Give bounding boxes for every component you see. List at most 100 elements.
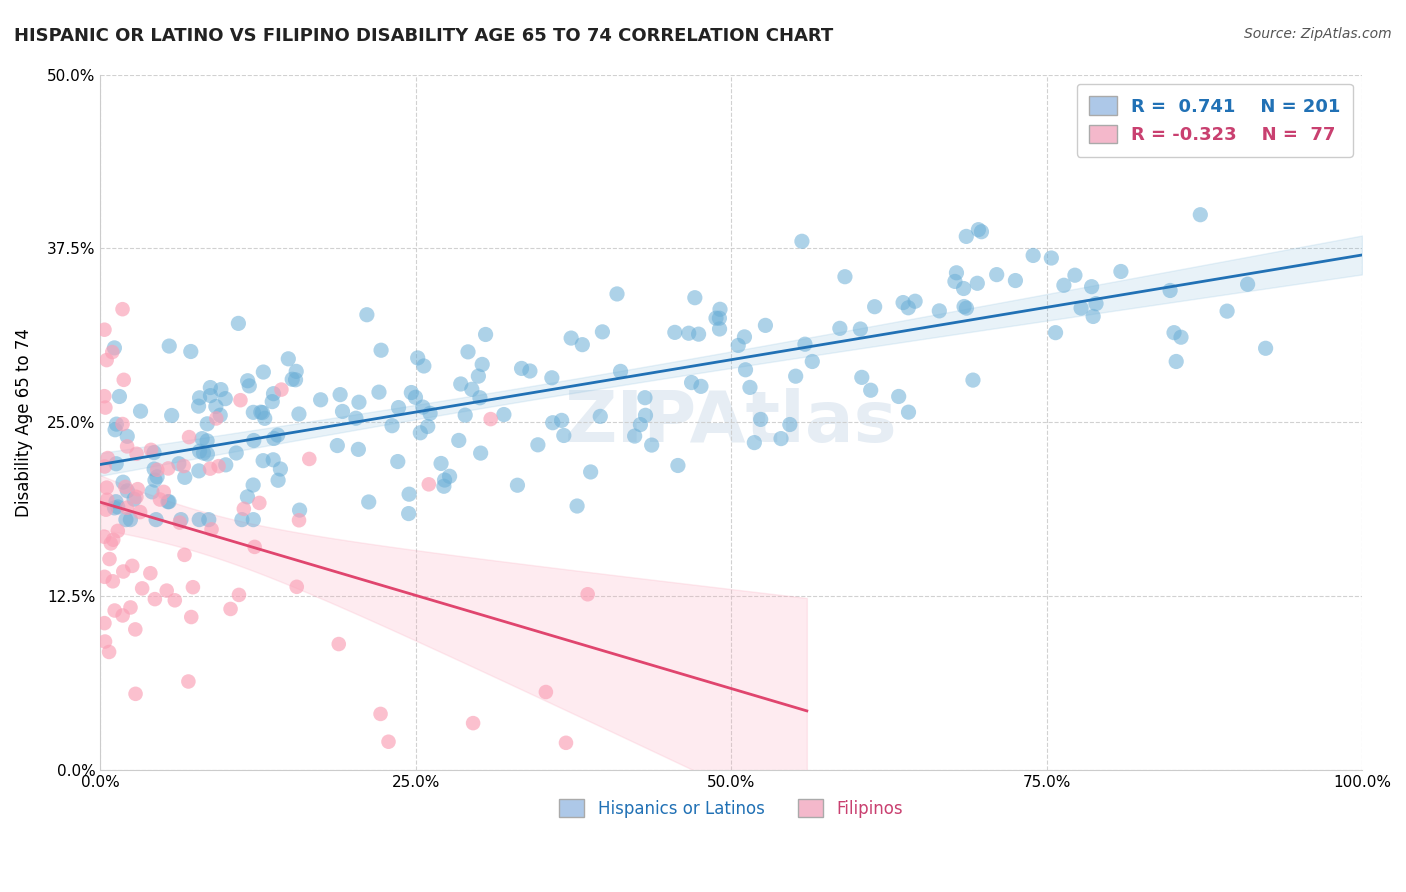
Hispanics or Latinos (412, 400, 434, 414)
Hispanics or Latinos (419, 406, 441, 420)
Text: HISPANIC OR LATINO VS FILIPINO DISABILITY AGE 65 TO 74 CORRELATION CHART: HISPANIC OR LATINO VS FILIPINO DISABILIT… (14, 27, 834, 45)
Hispanics or Latinos (409, 425, 432, 440)
Filipinos (152, 484, 174, 499)
Hispanics or Latinos (468, 391, 491, 405)
Hispanics or Latinos (107, 500, 129, 514)
Hispanics or Latinos (897, 405, 920, 419)
Filipinos (94, 634, 117, 648)
Hispanics or Latinos (205, 400, 228, 414)
Hispanics or Latinos (754, 318, 776, 333)
Hispanics or Latinos (641, 438, 664, 452)
Hispanics or Latinos (145, 513, 167, 527)
Hispanics or Latinos (143, 462, 166, 476)
Hispanics or Latinos (447, 434, 470, 448)
Hispanics or Latinos (945, 266, 967, 280)
Hispanics or Latinos (214, 392, 236, 406)
Hispanics or Latinos (634, 391, 657, 405)
Hispanics or Latinos (332, 404, 354, 418)
Filipinos (93, 389, 115, 403)
Filipinos (243, 540, 266, 554)
Hispanics or Latinos (105, 457, 128, 471)
Hispanics or Latinos (1159, 284, 1181, 298)
Filipinos (98, 552, 121, 566)
Hispanics or Latinos (474, 327, 496, 342)
Hispanics or Latinos (709, 322, 731, 336)
Hispanics or Latinos (112, 475, 135, 490)
Filipinos (146, 463, 169, 477)
Hispanics or Latinos (970, 225, 993, 239)
Filipinos (232, 501, 254, 516)
Hispanics or Latinos (225, 446, 247, 460)
Hispanics or Latinos (215, 458, 238, 472)
Hispanics or Latinos (188, 513, 211, 527)
Hispanics or Latinos (727, 338, 749, 352)
Hispanics or Latinos (242, 513, 264, 527)
Hispanics or Latinos (1254, 341, 1277, 355)
Hispanics or Latinos (1189, 208, 1212, 222)
Hispanics or Latinos (955, 301, 977, 315)
Hispanics or Latinos (681, 376, 703, 390)
Filipinos (120, 600, 142, 615)
Hispanics or Latinos (157, 494, 180, 508)
Hispanics or Latinos (115, 513, 138, 527)
Filipinos (104, 603, 127, 617)
Hispanics or Latinos (859, 383, 882, 397)
Hispanics or Latinos (160, 409, 183, 423)
Hispanics or Latinos (193, 446, 215, 460)
Hispanics or Latinos (666, 458, 689, 473)
Hispanics or Latinos (195, 417, 218, 431)
Hispanics or Latinos (506, 478, 529, 492)
Filipinos (285, 580, 308, 594)
Hispanics or Latinos (143, 473, 166, 487)
Hispanics or Latinos (457, 344, 479, 359)
Hispanics or Latinos (744, 435, 766, 450)
Hispanics or Latinos (188, 391, 211, 405)
Hispanics or Latinos (1053, 278, 1076, 293)
Hispanics or Latinos (540, 371, 562, 385)
Hispanics or Latinos (252, 453, 274, 467)
Filipinos (96, 353, 118, 368)
Hispanics or Latinos (108, 390, 131, 404)
Filipinos (288, 513, 311, 527)
Hispanics or Latinos (231, 513, 253, 527)
Filipinos (139, 442, 162, 457)
Hispanics or Latinos (1085, 296, 1108, 310)
Hispanics or Latinos (709, 302, 731, 317)
Hispanics or Latinos (157, 339, 180, 353)
Filipinos (479, 412, 502, 426)
Filipinos (115, 439, 138, 453)
Hispanics or Latinos (277, 351, 299, 366)
Filipinos (156, 583, 179, 598)
Hispanics or Latinos (143, 445, 166, 459)
Hispanics or Latinos (370, 343, 392, 358)
Filipinos (149, 492, 172, 507)
Filipinos (114, 480, 136, 494)
Hispanics or Latinos (146, 470, 169, 484)
Hispanics or Latinos (238, 379, 260, 393)
Hispanics or Latinos (209, 408, 232, 422)
Filipinos (143, 592, 166, 607)
Filipinos (576, 587, 599, 601)
Hispanics or Latinos (253, 411, 276, 425)
Hispanics or Latinos (634, 409, 657, 423)
Hispanics or Latinos (252, 406, 274, 420)
Hispanics or Latinos (690, 379, 713, 393)
Hispanics or Latinos (262, 394, 284, 409)
Filipinos (418, 477, 440, 491)
Hispanics or Latinos (1109, 264, 1132, 278)
Filipinos (169, 516, 191, 530)
Filipinos (328, 637, 350, 651)
Hispanics or Latinos (191, 432, 214, 446)
Filipinos (139, 566, 162, 581)
Hispanics or Latinos (664, 326, 686, 340)
Hispanics or Latinos (471, 358, 494, 372)
Filipinos (107, 524, 129, 538)
Hispanics or Latinos (785, 369, 807, 384)
Filipinos (96, 481, 118, 495)
Hispanics or Latinos (187, 399, 209, 413)
Hispanics or Latinos (986, 268, 1008, 282)
Hispanics or Latinos (285, 364, 308, 378)
Hispanics or Latinos (828, 321, 851, 335)
Hispanics or Latinos (412, 359, 434, 373)
Hispanics or Latinos (688, 327, 710, 342)
